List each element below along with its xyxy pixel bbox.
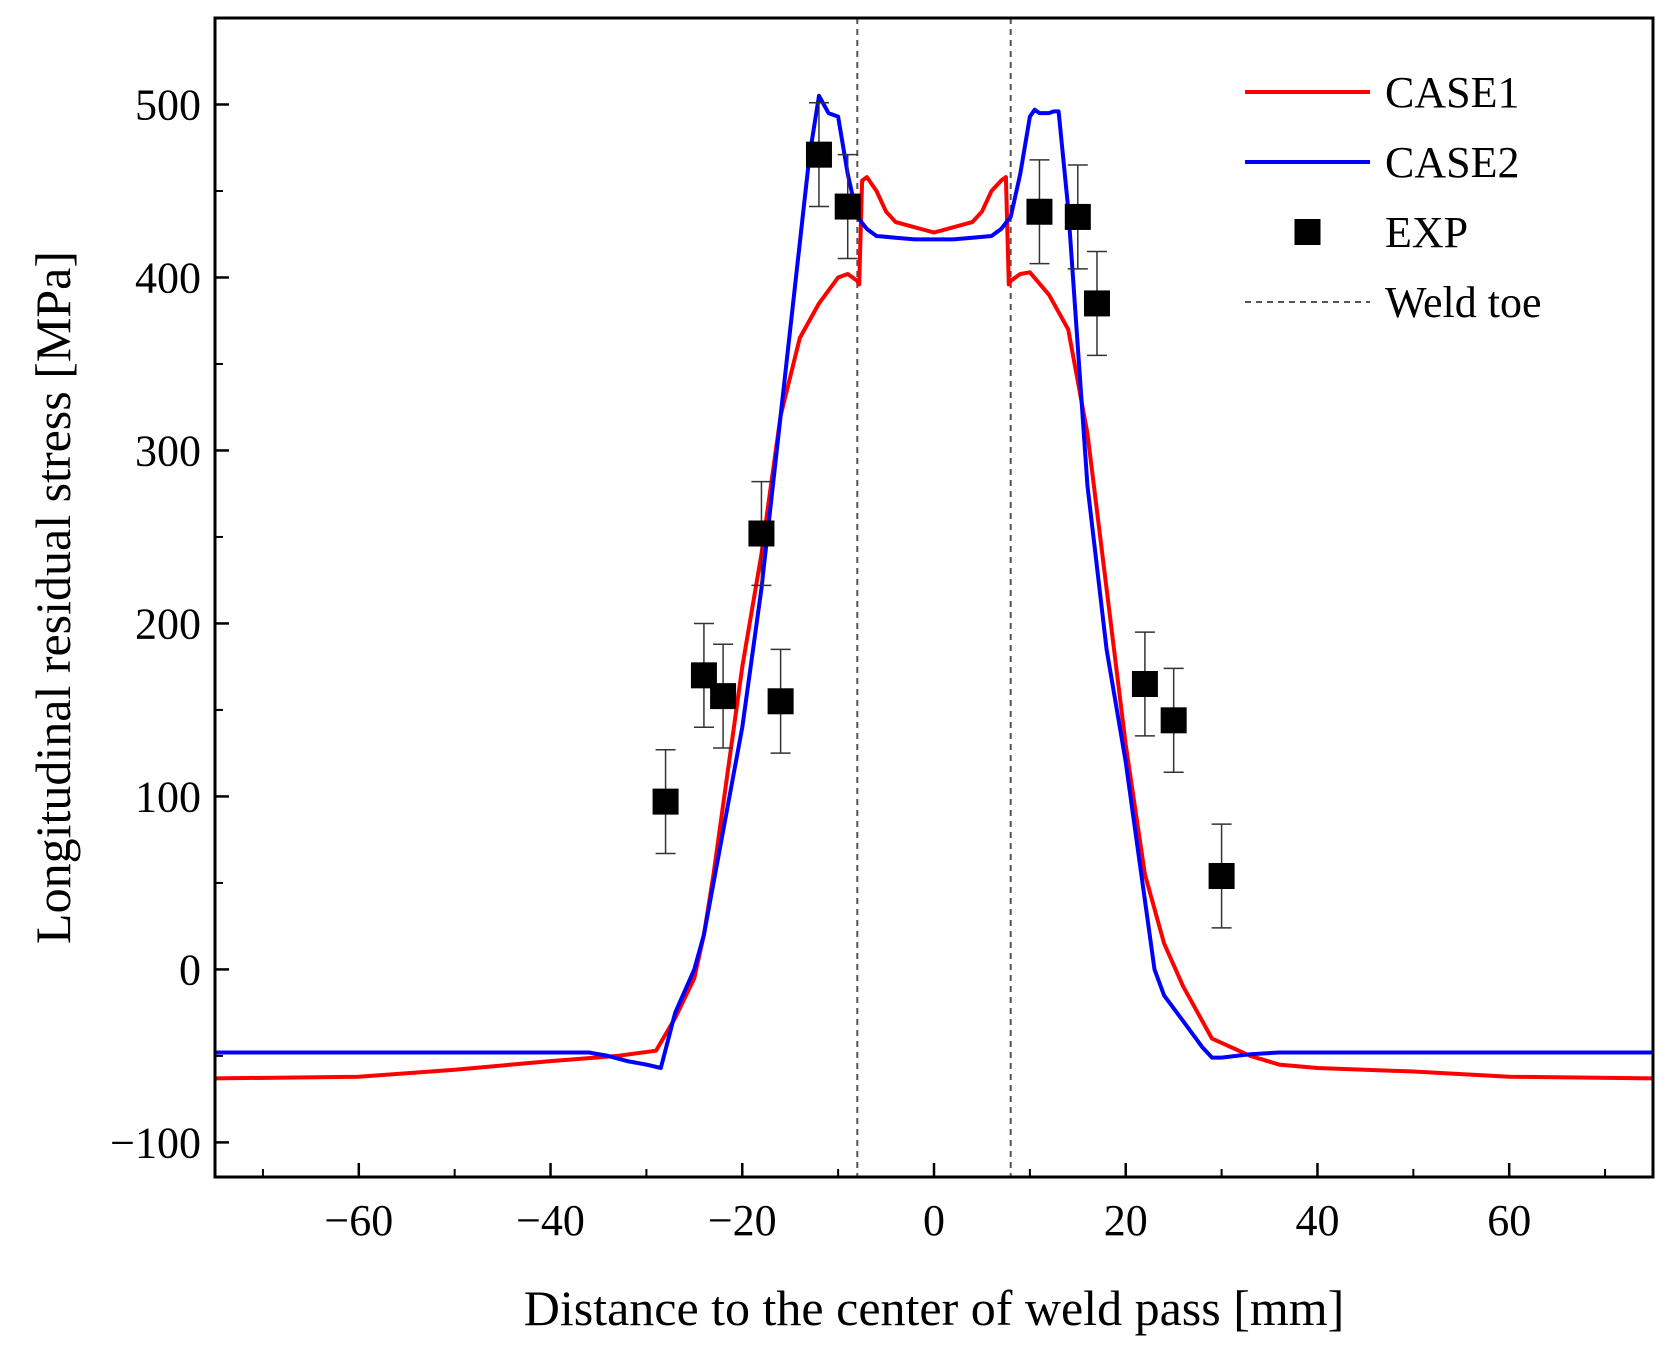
exp-point xyxy=(834,193,861,220)
legend-label-exp: EXP xyxy=(1385,208,1468,257)
exp-point xyxy=(1208,863,1235,890)
exp-point xyxy=(805,141,832,168)
weld-toe-layer xyxy=(856,18,1012,1177)
series-layer xyxy=(214,93,1654,1081)
exp-point xyxy=(1026,198,1053,225)
legend-label-case1: CASE1 xyxy=(1385,68,1519,117)
exp-point xyxy=(748,520,775,547)
case2-line xyxy=(215,93,1653,1070)
y-axis-title: Longitudinal residual stress [MPa] xyxy=(25,251,81,944)
x-axis-title: Distance to the center of weld pass [mm] xyxy=(524,1280,1345,1336)
y-tick-label: −100 xyxy=(110,1118,201,1167)
exp-points-layer xyxy=(652,102,1235,929)
x-tick-label: −20 xyxy=(708,1196,777,1245)
exp-point xyxy=(1064,203,1091,230)
legend-swatch-exp xyxy=(1294,219,1321,245)
exp-point xyxy=(1160,707,1187,734)
axes-layer: −60 −40 −20 0 20 40 60 −100 0 100 200 300 400 500 xyxy=(110,80,1607,1245)
legend-label-case2: CASE2 xyxy=(1385,138,1519,187)
exp-point xyxy=(1083,290,1110,317)
y-tick-label: 300 xyxy=(135,426,201,475)
y-tick-label: 500 xyxy=(135,80,201,129)
exp-point xyxy=(710,683,737,710)
exp-point xyxy=(767,688,794,715)
y-tick-label: 0 xyxy=(179,945,201,994)
exp-point xyxy=(652,788,679,815)
y-tick-label: 400 xyxy=(135,253,201,302)
x-tick-label: 20 xyxy=(1104,1196,1148,1245)
legend: CASE1 CASE2 EXP Weld toe xyxy=(1245,68,1542,327)
x-tick-label: 0 xyxy=(923,1196,945,1245)
exp-point xyxy=(1131,670,1158,697)
x-tick-label: 40 xyxy=(1295,1196,1339,1245)
y-tick-label: 200 xyxy=(135,599,201,648)
x-tick-label: −60 xyxy=(324,1196,393,1245)
x-tick-label: −40 xyxy=(516,1196,585,1245)
legend-label-weld-toe: Weld toe xyxy=(1385,278,1542,327)
x-tick-label: 60 xyxy=(1487,1196,1531,1245)
plot-frame xyxy=(213,16,1655,1179)
y-tick-label: 100 xyxy=(135,772,201,821)
